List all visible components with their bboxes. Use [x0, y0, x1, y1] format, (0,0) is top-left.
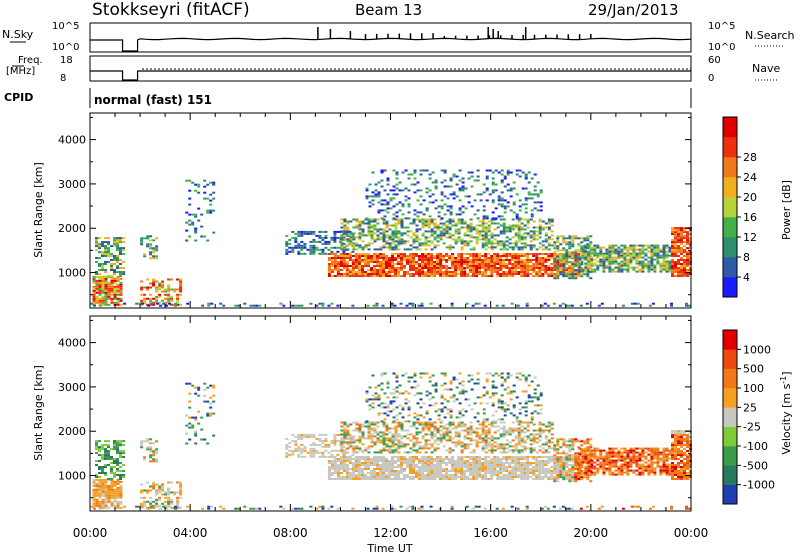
nave-tick-bottom: 0 [708, 73, 714, 84]
colorbar-tick: 12 [743, 231, 757, 244]
colorbar-tick: 1000 [743, 343, 771, 356]
y-tick-label: 4000 [58, 134, 86, 147]
nsearch-tick-bottom: 10^0 [708, 42, 735, 53]
colorbar-swatch [723, 237, 737, 258]
power-cells [90, 169, 692, 307]
colorbar-tick: 500 [743, 363, 764, 376]
station-title: Stokkseyri (fitACF) [92, 0, 250, 20]
nsky-label: N.Sky [2, 28, 34, 41]
colorbar-tick: 100 [743, 382, 764, 395]
colorbar-swatch [723, 349, 737, 369]
colorbar-swatch [723, 197, 737, 218]
y-tick-label: 2000 [58, 222, 86, 235]
x-tick-label: 00:00 [73, 526, 108, 540]
velocity-panel: 1000 2000 3000 4000 Slant Range [km] [32, 315, 692, 512]
y-tick-label: 2000 [58, 425, 86, 438]
colorbar-swatch [723, 465, 737, 485]
colorbar-swatch [723, 407, 737, 427]
nsearch-tick-top: 10^5 [708, 21, 735, 32]
freq-panel: Freq. [MHz] 18 8 60 0 Nave [6, 55, 780, 84]
freq-trace [90, 70, 691, 81]
velocity-colorbar-label: Velocity [m s-1] [779, 371, 794, 454]
colorbar-tick: 4 [743, 271, 750, 284]
nsky-tick-bottom: 10^0 [52, 42, 79, 53]
colorbar-swatch [723, 388, 737, 408]
date-title: 29/Jan/2013 [588, 1, 679, 19]
nsearch-label: N.Search [745, 29, 795, 42]
x-tick-label: 00:00 [674, 526, 709, 540]
colorbar-tick: 8 [743, 251, 750, 264]
colorbar-tick: 28 [743, 151, 757, 164]
nsky-trace [90, 37, 692, 52]
cpid-label: CPID [4, 91, 33, 104]
colorbar-tick: -500 [743, 459, 768, 472]
colorbar-tick: -25 [743, 421, 761, 434]
colorbar-tick: 16 [743, 211, 757, 224]
nave-tick-top: 60 [708, 55, 721, 66]
colorbar-swatch [723, 277, 737, 298]
x-axis: 00:00 04:00 08:00 12:00 16:00 20:00 00:00 [73, 113, 709, 540]
y-tick-label: 1000 [58, 267, 86, 280]
freq-tick-top: 18 [60, 55, 73, 66]
freq-label: Freq. [18, 55, 43, 66]
freq-unit: [MHz] [6, 66, 35, 77]
x-tick-label: 20:00 [574, 526, 609, 540]
colorbar-swatch [723, 257, 737, 278]
cpid-value: normal (fast) 151 [94, 93, 212, 107]
x-tick-label: 08:00 [273, 526, 308, 540]
y-tick-label: 3000 [58, 381, 86, 394]
nsky-spikes [317, 27, 592, 39]
x-axis-label: Time UT [366, 542, 412, 554]
power-colorbar-label: Power [dB] [780, 180, 793, 240]
nsky-panel: N.Sky 10^5 10^0 10^5 10^0 N.Search [2, 21, 795, 53]
power-panel: 1000 2000 3000 4000 Slant Range [km] [32, 112, 692, 309]
colorbar-tick: -1000 [743, 479, 775, 492]
x-tick-label: 16:00 [473, 526, 508, 540]
x-tick-label: 12:00 [373, 526, 408, 540]
colorbar-swatch [723, 484, 737, 505]
power-ylabel: Slant Range [km] [32, 162, 45, 258]
nsky-tick-top: 10^5 [52, 21, 79, 32]
colorbar-swatch [723, 446, 737, 466]
y-tick-label: 1000 [58, 470, 86, 483]
x-tick-label: 04:00 [173, 526, 208, 540]
power-colorbar: 4 8 12 16 20 24 28 [722, 116, 757, 298]
colorbar-swatch [723, 157, 737, 178]
colorbar-tick: 25 [743, 401, 757, 414]
colorbar-swatch [723, 137, 737, 158]
colorbar-swatch [723, 177, 737, 198]
colorbar-swatch [723, 330, 737, 350]
colorbar-tick: -100 [743, 440, 768, 453]
colorbar-swatch [723, 426, 737, 447]
colorbar-swatch [723, 217, 737, 238]
velocity-ylabel: Slant Range [km] [32, 365, 45, 461]
colorbar-tick: 20 [743, 191, 757, 204]
colorbar-swatch [723, 117, 737, 138]
velocity-cells [90, 372, 692, 510]
colorbar-swatch [723, 368, 737, 389]
colorbar-tick: 24 [743, 171, 757, 184]
velocity-colorbar: 1000 500 100 25 -25 -100 -500 -1000 [722, 329, 775, 505]
nave-label: Nave [752, 62, 780, 75]
y-tick-label: 3000 [58, 178, 86, 191]
y-tick-label: 4000 [58, 337, 86, 350]
freq-tick-bottom: 8 [60, 73, 66, 84]
beam-title: Beam 13 [355, 1, 422, 19]
